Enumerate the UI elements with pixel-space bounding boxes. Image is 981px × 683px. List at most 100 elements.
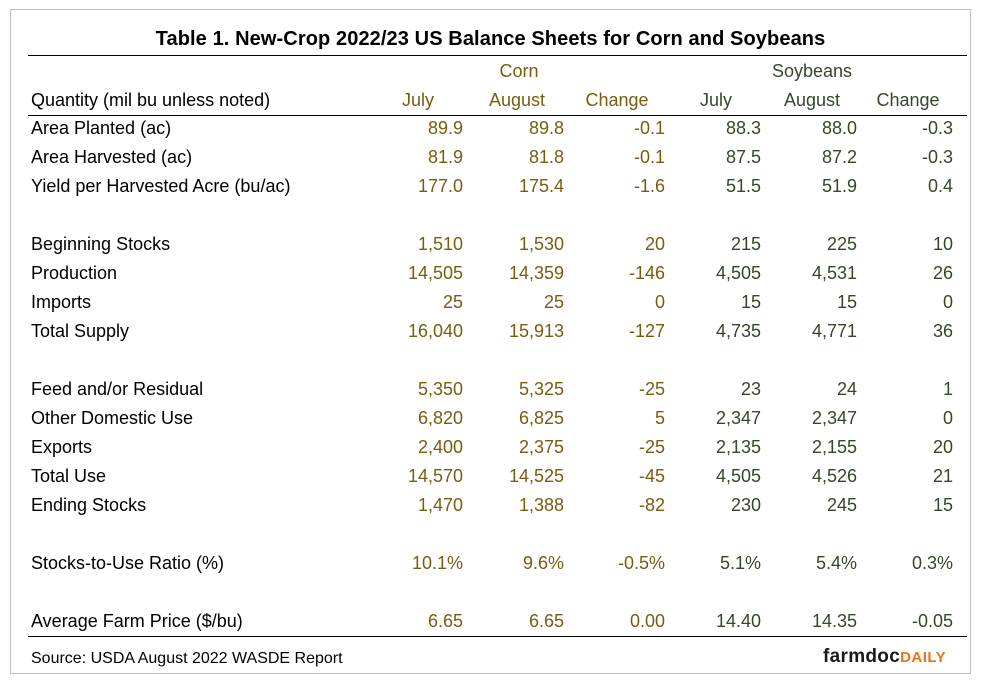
quantity-header: Quantity (mil bu unless noted) [31,90,271,110]
corn-july-value: 177.0 [417,176,463,196]
soy-july-value: 230 [730,495,761,515]
soy-august-value: 51.9 [821,176,857,196]
soy-july-value: 2,135 [715,437,761,457]
soy-august-value: 245 [826,495,857,515]
soy-august-value: 5.4% [815,553,857,573]
bottom-rule [28,636,967,637]
soy-change-value: 20 [932,437,953,457]
corn-group-header: Corn [499,61,539,81]
soy-july-value: 15 [740,292,761,312]
table-row: Area Planted (ac) 89.9 89.8 -0.1 88.3 88.0 -0.… [11,118,970,146]
row-label: Beginning Stocks [31,234,171,254]
table-row: Yield per Harvested Acre (bu/ac) 177.0 175… [11,176,970,204]
soy-august-value: 24 [836,379,857,399]
corn-august-value: 175.4 [518,176,564,196]
soy-change-value: 0.4 [927,176,953,196]
group-header-row: Corn Soybeans [11,61,970,89]
row-label: Other Domestic Use [31,408,194,428]
soy-july-value: 51.5 [725,176,761,196]
soy-july-value: 87.5 [725,147,761,167]
soy-august-value: 225 [826,234,857,254]
soy-change-value: 1 [942,379,953,399]
table-figure: Table 1. New-Crop 2022/23 US Balance She… [10,9,971,674]
corn-july-header: July [401,90,434,110]
corn-change-value: -45 [638,466,665,486]
corn-july-value: 25 [442,292,463,312]
corn-july-value: 89.9 [427,118,463,138]
table-row: Exports 2,400 2,375 -25 2,135 2,155 20 [11,437,970,465]
soy-july-value: 14.40 [715,611,761,631]
table-row: Stocks-to-Use Ratio (%) 10.1% 9.6% -0.5% 5.1… [11,553,970,581]
corn-august-value: 5,325 [518,379,564,399]
corn-august-value: 6.65 [528,611,564,631]
soy-change-header: Change [876,90,940,110]
row-label: Imports [31,292,92,312]
corn-change-value: -0.1 [633,118,665,138]
soybeans-group-header: Soybeans [771,61,853,81]
table-title: Table 1. New-Crop 2022/23 US Balance She… [155,28,826,50]
soy-august-value: 87.2 [821,147,857,167]
corn-august-value: 89.8 [528,118,564,138]
corn-august-value: 14,359 [508,263,564,283]
row-label: Stocks-to-Use Ratio (%) [31,553,225,573]
soy-august-value: 4,531 [811,263,857,283]
soy-change-value: 0 [942,292,953,312]
corn-change-value: -146 [628,263,665,283]
corn-august-value: 9.6% [522,553,564,573]
corn-change-value: 0 [654,292,665,312]
soy-august-value: 4,526 [811,466,857,486]
table-row: Beginning Stocks 1,510 1,530 20 215 225 10 [11,234,970,262]
column-header-row: Quantity (mil bu unless noted) July Augu… [11,90,970,118]
row-label: Average Farm Price ($/bu) [31,611,243,631]
soy-august-value: 4,771 [811,321,857,341]
table-row: Ending Stocks 1,470 1,388 -82 230 245 15 [11,495,970,523]
source-note: Source: USDA August 2022 WASDE Report [31,650,343,667]
logo-part-farmdoc: farmdoc [823,646,901,667]
soy-august-value: 15 [836,292,857,312]
corn-august-value: 25 [543,292,564,312]
table-row: Other Domestic Use 6,820 6,825 5 2,347 2,347 0 [11,408,970,436]
soy-july-value: 4,505 [715,466,761,486]
corn-august-value: 81.8 [528,147,564,167]
soy-change-value: 15 [932,495,953,515]
logo-part-daily: DAILY [900,649,947,666]
row-label: Area Planted (ac) [31,118,172,138]
table-row: Production 14,505 14,359 -146 4,505 4,531 26 [11,263,970,291]
soy-august-value: 14.35 [811,611,857,631]
soy-august-value: 2,155 [811,437,857,457]
corn-july-value: 16,040 [407,321,463,341]
corn-august-header: August [488,90,546,110]
soy-change-value: 36 [932,321,953,341]
soy-july-value: 5.1% [719,553,761,573]
corn-july-value: 5,350 [417,379,463,399]
soy-july-value: 2,347 [715,408,761,428]
corn-july-value: 10.1% [411,553,463,573]
soy-change-value: 10 [932,234,953,254]
corn-july-value: 1,470 [417,495,463,515]
soy-july-value: 88.3 [725,118,761,138]
corn-change-header: Change [585,90,649,110]
soy-change-value: -0.05 [911,611,953,631]
row-label: Exports [31,437,93,457]
corn-august-value: 1,388 [518,495,564,515]
farmdoc-daily-logo: farmdocDAILY [823,646,946,668]
corn-change-value: 20 [644,234,665,254]
soy-july-header: July [699,90,732,110]
corn-august-value: 15,913 [508,321,564,341]
row-label: Ending Stocks [31,495,147,515]
table-row: Imports 25 25 0 15 15 0 [11,292,970,320]
soy-change-value: -0.3 [921,147,953,167]
corn-july-value: 6.65 [427,611,463,631]
corn-august-value: 14,525 [508,466,564,486]
header-rule [28,115,967,116]
corn-august-value: 6,825 [518,408,564,428]
corn-july-value: 14,570 [407,466,463,486]
soy-change-value: 0 [942,408,953,428]
row-label: Production [31,263,118,283]
soy-change-value: 21 [932,466,953,486]
table-row: Average Farm Price ($/bu) 6.65 6.65 0.00 14.… [11,611,970,639]
corn-august-value: 1,530 [518,234,564,254]
soy-change-value: -0.3 [921,118,953,138]
corn-july-value: 81.9 [427,147,463,167]
soy-july-value: 4,735 [715,321,761,341]
